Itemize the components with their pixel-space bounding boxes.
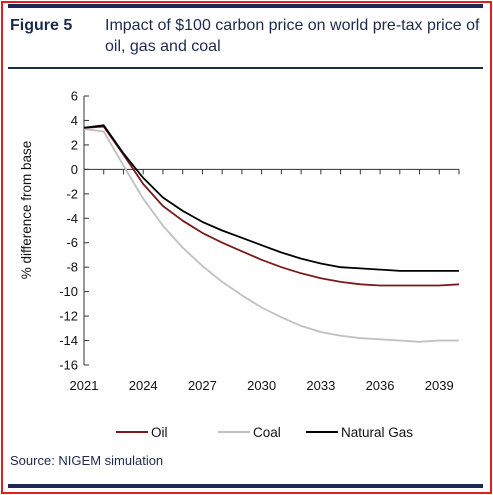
y-tick-label: 6 <box>71 89 78 104</box>
y-tick-label: -8 <box>66 260 78 275</box>
source-note: Source: NIGEM simulation <box>10 453 164 468</box>
y-tick-label: -16 <box>59 358 78 373</box>
y-axis-label: % difference from base <box>19 141 34 280</box>
series-line-coal <box>83 128 459 343</box>
x-tick-label: 2036 <box>366 378 395 393</box>
chart-legend: Oil Coal Natural Gas <box>116 425 413 440</box>
chart-axes <box>83 95 460 366</box>
y-tick-label: -10 <box>59 284 78 299</box>
y-tick-label: -2 <box>66 186 78 201</box>
x-tick-label: 2021 <box>70 378 99 393</box>
x-tick-label: 2027 <box>188 378 217 393</box>
series-lines <box>83 124 460 343</box>
legend-label-natural-gas: Natural Gas <box>341 425 413 440</box>
y-tick-label: -12 <box>59 309 78 324</box>
y-tick-label: 4 <box>71 113 78 128</box>
y-tick-label: 2 <box>71 137 78 152</box>
x-tick-label: 2039 <box>425 378 454 393</box>
series-line-oil <box>83 125 460 287</box>
x-tick-label: 2033 <box>306 378 335 393</box>
series-line-natural-gas <box>83 124 459 272</box>
y-tick-label: -6 <box>66 235 78 250</box>
y-tick-label: 0 <box>71 162 78 177</box>
y-tick-label: -4 <box>66 211 78 226</box>
figure-title: Impact of $100 carbon price on world pre… <box>105 17 480 55</box>
top-rule <box>8 4 483 8</box>
y-tick-label: -14 <box>59 333 78 348</box>
x-tick-label: 2030 <box>247 378 276 393</box>
header-rule <box>8 67 483 69</box>
legend-label-oil: Oil <box>151 425 168 440</box>
figure-label: Figure 5 <box>10 17 73 34</box>
bottom-rule <box>8 484 483 488</box>
tick-labels: 6 4 2 0 -2 -4 -6 -8 -10 -12 -14 -16 2021 2024 2027 2030… <box>59 89 454 394</box>
legend-label-coal: Coal <box>253 425 281 440</box>
x-tick-label: 2024 <box>129 378 158 393</box>
